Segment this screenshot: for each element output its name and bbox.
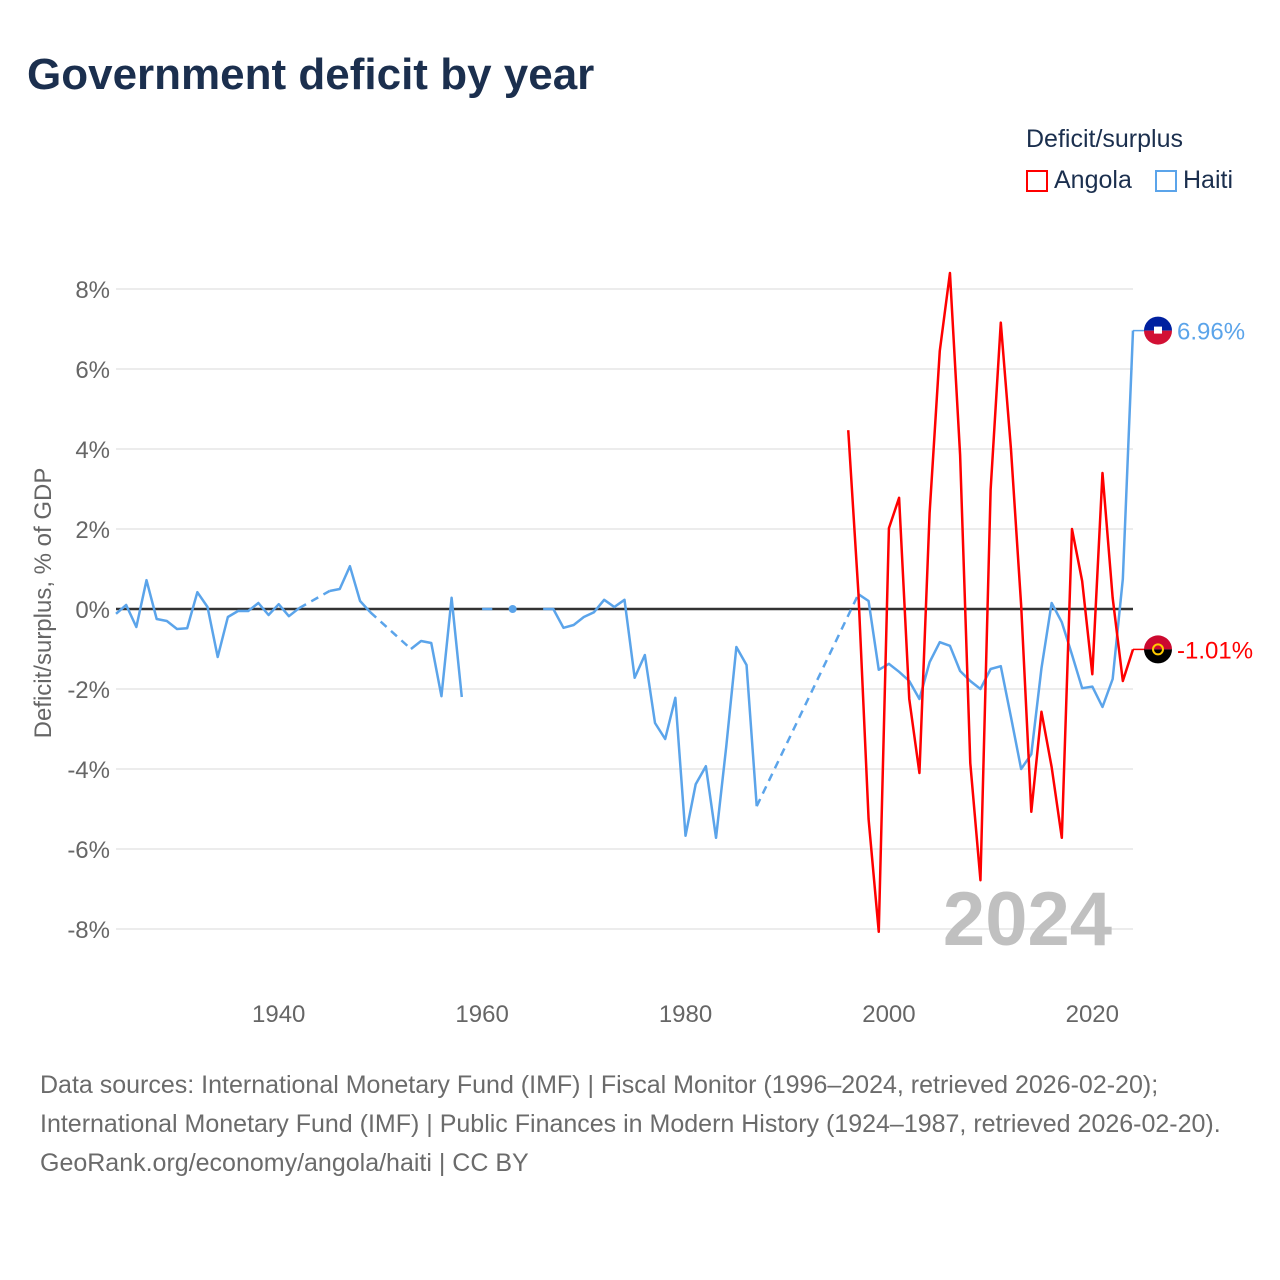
angola-line <box>846 271 1135 934</box>
haiti-flag-icon <box>1144 316 1172 331</box>
attribution-link[interactable]: GeoRank.org/economy/angola/haiti | CC BY <box>40 1149 529 1177</box>
haiti-line <box>543 598 758 840</box>
haiti-line <box>115 578 300 659</box>
haiti-line <box>329 564 372 614</box>
y-tick-label: -6% <box>67 837 110 864</box>
x-tick-label: 2020 <box>1066 1001 1119 1028</box>
haiti-line <box>857 330 1135 771</box>
angola-flag-emblem <box>1152 643 1164 656</box>
y-tick-label: 4% <box>75 437 110 464</box>
legend-item-angola[interactable]: Angola <box>1026 166 1132 195</box>
x-tick-label: 1980 <box>659 1001 712 1028</box>
angola-swatch <box>1026 169 1048 192</box>
haiti-swatch <box>1155 169 1177 192</box>
haiti-point <box>508 605 517 613</box>
y-tick-label: -8% <box>67 917 110 944</box>
haiti-gap-line <box>298 589 331 610</box>
y-tick-label: 8% <box>75 277 110 304</box>
y-tick-label: 2% <box>75 517 110 544</box>
angola-flag-icon <box>1144 649 1172 664</box>
haiti-flag-emblem <box>1154 326 1162 334</box>
sources-note: Data sources: International Monetary Fun… <box>40 1066 1240 1183</box>
legend-label: Haiti <box>1183 166 1234 194</box>
angola-flag-icon <box>1144 635 1172 650</box>
x-tick-label: 2000 <box>862 1001 915 1028</box>
angola-end-label: -1.01% <box>1177 637 1253 664</box>
x-tick-label: 1960 <box>455 1001 508 1028</box>
y-tick-label: -2% <box>67 677 110 704</box>
y-tick-label: -4% <box>67 757 110 784</box>
legend-label: Angola <box>1054 166 1132 194</box>
haiti-gap-line <box>369 611 412 650</box>
y-tick-label: 6% <box>75 357 110 384</box>
data-sources: Data sources: International Monetary Fun… <box>40 1071 1221 1138</box>
haiti-line <box>410 596 464 698</box>
haiti-flag-icon <box>1144 330 1172 345</box>
x-tick-label: 1940 <box>252 1001 305 1028</box>
legend-item-haiti[interactable]: Haiti <box>1155 166 1233 195</box>
haiti-gap-line <box>755 593 860 807</box>
year-watermark: 2024 <box>943 877 1112 962</box>
haiti-end-label: 6.96% <box>1177 319 1245 346</box>
legend-title: Deficit/surplus <box>1026 125 1183 153</box>
chart-title: Government deficit by year <box>27 50 595 99</box>
y-axis-label: Deficit/surplus, % of GDP <box>30 468 57 739</box>
line-chart: -8% -6% -4% -2% 0% 2% 4% 6% 8% 1940 1960 1980 2000 20… <box>30 271 1253 1028</box>
y-tick-label: 0% <box>75 597 110 624</box>
